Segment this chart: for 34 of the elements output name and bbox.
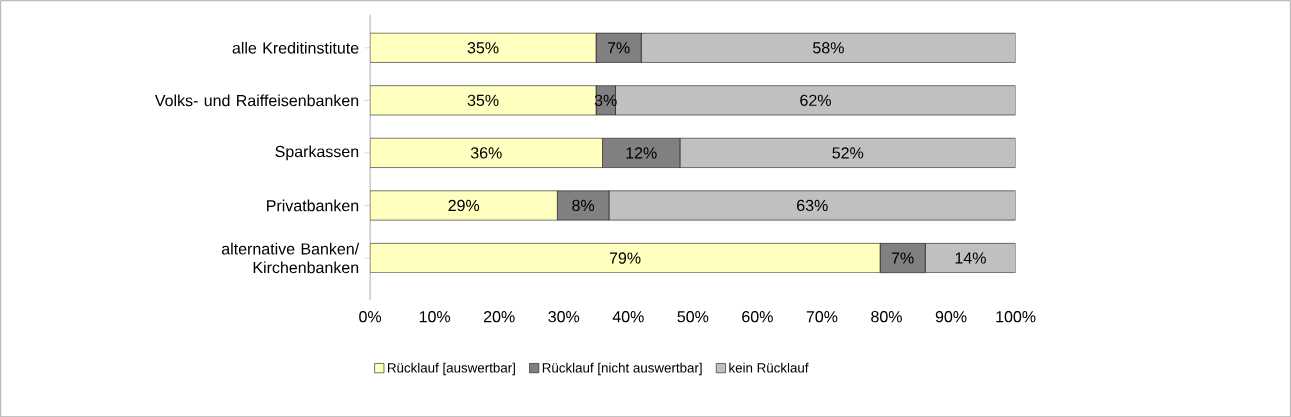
data-label: 7% [607,41,630,54]
x-tick-label: 80% [871,310,902,323]
data-label: 12% [626,147,657,159]
data-label: 35% [467,41,499,54]
legend-label: Rücklauf [auswertbar] [387,362,515,375]
y-tick-label: Sparkassen [275,145,359,161]
x-tick-label: 10% [419,310,451,323]
legend-label: Rücklauf [nicht auswertbar] [542,362,702,375]
data-label: 63% [797,199,828,211]
data-label: 62% [800,94,831,106]
data-label: 58% [813,41,844,54]
y-tick-label: alternative Banken/ Kirchenbanken [221,242,360,274]
data-label: 7% [891,252,914,264]
x-tick-label: 0% [359,310,382,323]
y-tick-label: alle Kreditinstitute [232,41,359,54]
x-tick-label: 60% [742,310,773,323]
data-label: 8% [572,199,595,211]
y-tick-label: Privatbanken [267,199,359,212]
x-tick-label: 40% [612,310,644,323]
data-label: 29% [448,199,480,211]
y-tick-label: Volks- und Raiffeisenbanken [154,94,359,106]
x-tick-label: 100% [996,310,1036,323]
data-label: 79% [609,252,641,264]
x-tick-label: 50% [677,310,709,323]
x-tick-label: 70% [806,310,838,323]
x-tick-label: 30% [548,310,580,323]
data-label: 14% [955,252,986,264]
legend-label: kein Rücklauf [729,362,809,373]
data-label: 35% [467,94,499,106]
x-tick-label: 20% [483,310,515,323]
data-label: 52% [832,147,864,159]
data-label: 3% [594,94,617,106]
x-tick-label: 90% [935,310,967,323]
data-label: 36% [470,147,502,159]
